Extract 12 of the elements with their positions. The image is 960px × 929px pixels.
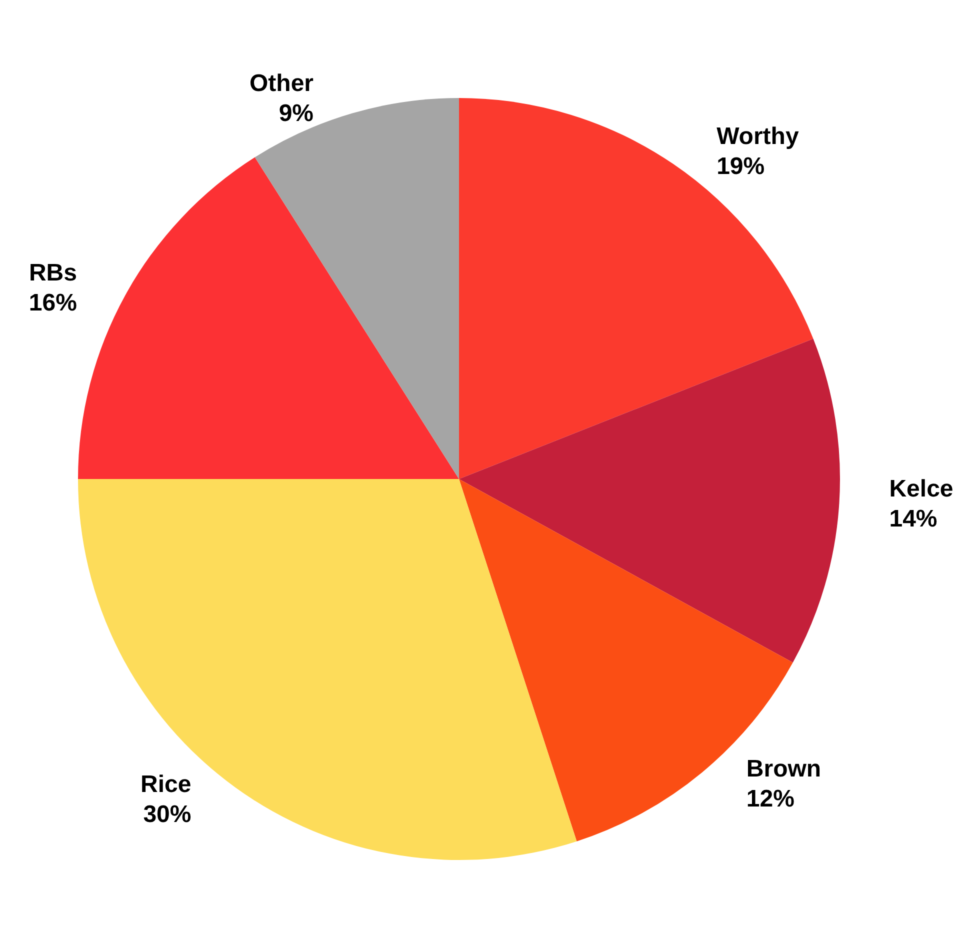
slice-label: Worthy [716,122,800,150]
data-label: 12% [746,786,794,813]
slice-label: Brown [746,756,822,783]
data-label: 14% [889,505,938,532]
slice-label: Kelce [889,475,954,502]
data-label: 19% [716,152,765,180]
slice-label: RBs [28,260,77,287]
data-label: 30% [143,800,192,828]
data-label: 9% [278,100,314,128]
slice-label: Other [250,70,314,98]
data-label: 16% [28,290,77,317]
slice-label: Rice [140,770,192,798]
